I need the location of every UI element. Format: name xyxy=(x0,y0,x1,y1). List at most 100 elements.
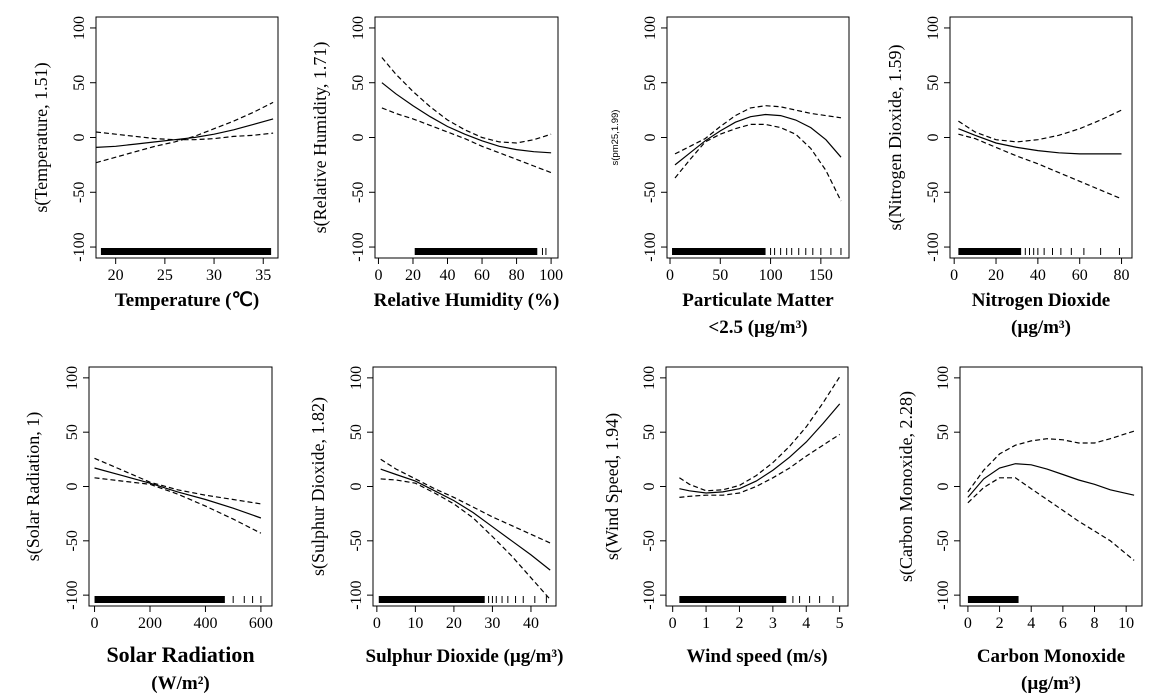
rug-marks xyxy=(414,248,547,255)
y-tick-label: 50 xyxy=(642,75,659,91)
confidence-band-line xyxy=(958,109,1122,143)
x-tick-label: 40 xyxy=(523,615,539,632)
y-tick-label: 50 xyxy=(925,75,942,91)
chart-panel-3: 0 50 100 150 -100 -50 0 50 100 s(pm25,1.99) Partic… xyxy=(610,16,850,338)
y-axis-title: s(pm25,1.99) xyxy=(610,110,621,166)
confidence-band-line xyxy=(967,430,1135,493)
x-tick-label: 4 xyxy=(802,615,810,632)
y-axis-title: s(Nitrogen Dioxide, 1.59) xyxy=(885,45,906,231)
y-axis-title: s(Wind Speed, 1.94) xyxy=(602,413,623,560)
y-tick-label: -100 xyxy=(935,580,952,609)
x-tick-label: 20 xyxy=(108,267,124,284)
confidence-band-line xyxy=(381,107,552,174)
y-tick-label: 0 xyxy=(64,483,81,491)
rug-dense-band xyxy=(679,596,787,603)
x-tick-label: 0 xyxy=(374,267,382,284)
y-tick-label: -50 xyxy=(64,530,81,551)
smooth-fit-line xyxy=(967,463,1135,498)
confidence-band-line xyxy=(94,457,261,505)
confidence-band-line xyxy=(380,458,551,544)
y-tick-label: 50 xyxy=(641,424,658,440)
chart-panel-7: 0 1 2 3 4 5 -100 -50 0 50 100 s(Wind Speed, 1.94) Wi… xyxy=(602,366,849,667)
confidence-band-line xyxy=(679,433,841,498)
y-tick-label: 100 xyxy=(71,16,88,40)
plot-frame xyxy=(88,366,273,607)
y-tick-label: 50 xyxy=(350,75,367,91)
x-tick-label: 2 xyxy=(735,615,743,632)
chart-panel-2: 0 20 40 60 80 100 -100 -50 0 50 100 s(Relative Humi… xyxy=(310,16,563,311)
y-tick-label: 0 xyxy=(71,134,88,142)
confidence-band-line xyxy=(674,123,842,202)
y-tick-label: -50 xyxy=(642,182,659,203)
y-tick-label: -50 xyxy=(935,530,952,551)
x-tick-label: 600 xyxy=(249,615,273,632)
y-tick-label: 100 xyxy=(642,16,659,40)
y-tick-label: -100 xyxy=(350,232,367,261)
y-tick-label: 50 xyxy=(64,424,81,440)
y-tick-label: 0 xyxy=(925,134,942,142)
rug-dense-band xyxy=(94,596,225,603)
x-axis-title: Nitrogen Dioxide xyxy=(972,290,1110,311)
plot-frame xyxy=(949,16,1133,259)
confidence-band-line xyxy=(679,376,841,492)
rug-dense-band xyxy=(672,248,766,255)
smooth-fit-line xyxy=(679,403,841,494)
plot-frame xyxy=(374,16,559,259)
confidence-band-line xyxy=(380,478,551,600)
y-axis-title: s(Temperature, 1.51) xyxy=(31,62,52,212)
x-tick-label: 20 xyxy=(446,615,462,632)
rug-dense-band xyxy=(958,248,1022,255)
x-axis-title: Solar Radiation xyxy=(106,642,254,667)
x-axis-title-line-2: (µg/m³) xyxy=(1011,317,1071,338)
x-tick-label: 5 xyxy=(836,615,844,632)
x-axis-title: Wind speed (m/s) xyxy=(686,646,827,667)
x-tick-label: 0 xyxy=(669,615,677,632)
y-axis-title: s(Sulphur Dioxide, 1.82) xyxy=(308,397,329,576)
y-tick-label: -100 xyxy=(641,580,658,609)
x-tick-label: 60 xyxy=(474,267,490,284)
y-tick-label: -100 xyxy=(64,580,81,609)
plot-frame xyxy=(372,366,557,607)
x-tick-label: 6 xyxy=(1059,615,1067,632)
y-tick-label: 100 xyxy=(935,366,952,390)
x-axis-title: Temperature (℃) xyxy=(115,290,259,311)
y-tick-label: 100 xyxy=(64,366,81,390)
y-tick-label: -50 xyxy=(641,530,658,551)
y-tick-label: 0 xyxy=(642,134,659,142)
x-tick-label: 200 xyxy=(138,615,162,632)
x-tick-label: 0 xyxy=(666,267,674,284)
y-tick-label: 100 xyxy=(350,16,367,40)
rug-marks xyxy=(967,596,1019,603)
confidence-band-line xyxy=(381,57,552,144)
y-tick-label: 0 xyxy=(641,483,658,491)
confidence-band-line xyxy=(94,477,262,534)
rug-dense-band xyxy=(414,248,538,255)
y-tick-label: -50 xyxy=(350,182,367,203)
x-axis-title: Relative Humidity (%) xyxy=(374,290,560,311)
chart-panel-6: 0 10 20 30 40 -100 -50 0 50 100 s(Sulphur Dioxide,… xyxy=(308,366,563,667)
plot-frame xyxy=(95,16,279,259)
y-tick-label: 0 xyxy=(350,134,367,142)
confidence-band-line xyxy=(958,133,1122,200)
x-tick-label: 0 xyxy=(964,615,972,632)
chart-panel-1: 20 25 30 35 -100 -50 0 50 100 s(Temperature, 1.51… xyxy=(31,16,279,311)
x-tick-label: 3 xyxy=(769,615,777,632)
rug-marks xyxy=(100,248,272,255)
chart-panel-5: 0 200 400 600 -100 -50 0 50 100 s(Solar Radiation… xyxy=(23,366,273,694)
x-tick-label: 40 xyxy=(1030,267,1046,284)
y-tick-label: 100 xyxy=(641,366,658,390)
x-tick-label: 8 xyxy=(1091,615,1099,632)
x-tick-label: 10 xyxy=(407,615,423,632)
x-tick-label: 20 xyxy=(405,267,421,284)
confidence-band-line xyxy=(96,101,274,164)
smooth-fit-line xyxy=(94,467,262,519)
x-tick-label: 50 xyxy=(712,267,728,284)
plot-frame xyxy=(665,366,849,607)
rug-marks xyxy=(679,596,834,603)
smooth-fit-line xyxy=(674,113,842,166)
y-tick-label: 100 xyxy=(925,16,942,40)
smooth-fit-line xyxy=(958,128,1122,155)
x-tick-label: 10 xyxy=(1118,615,1134,632)
y-tick-label: 50 xyxy=(348,424,365,440)
